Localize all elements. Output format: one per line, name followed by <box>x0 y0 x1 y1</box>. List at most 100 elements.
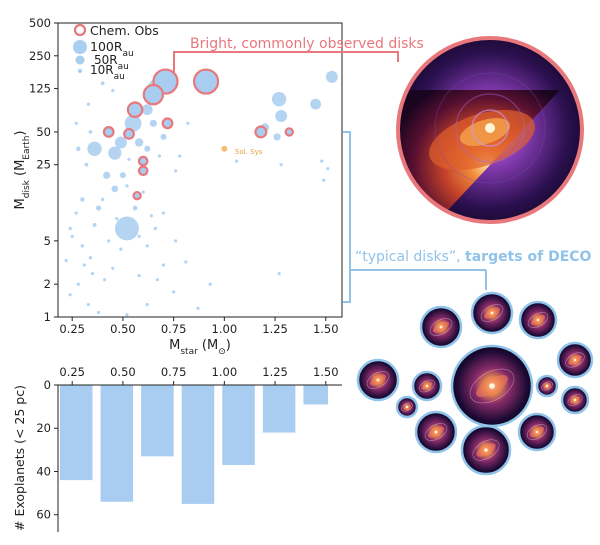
disk-point <box>273 133 281 141</box>
deco-disk-image <box>414 410 458 454</box>
disk-point <box>114 136 127 149</box>
deco-disk-image <box>356 358 400 402</box>
bar <box>222 385 255 465</box>
scatter-x-tick-label: 1.25 <box>262 322 288 336</box>
disk-point <box>115 217 119 221</box>
disk-point <box>132 205 138 211</box>
disk-point <box>64 258 68 263</box>
disk-point <box>114 216 139 241</box>
scatter-y-tick-label: 250 <box>29 49 51 63</box>
bar-y-tick-label: 0 <box>44 378 51 392</box>
disk-point <box>76 146 81 151</box>
disk-point <box>76 282 80 286</box>
disk-point <box>208 282 212 286</box>
deco-disk-image <box>517 412 557 452</box>
disk-point <box>325 70 338 83</box>
scatter-x-tick-label: 1.50 <box>313 322 339 336</box>
scatter-y-tick-label: 125 <box>29 82 51 96</box>
scatter-y-tick-label: 25 <box>36 158 51 172</box>
bar <box>262 385 296 433</box>
bar-y-tick-label: 40 <box>36 464 51 478</box>
disk-point <box>70 234 74 238</box>
disk-point <box>80 197 85 202</box>
bar <box>100 385 134 502</box>
bright-disks-annotation: Bright, commonly observed disks <box>173 36 424 73</box>
deco-disk-image <box>470 291 514 335</box>
bar-y-label: # Exoplanets (< 25 pc) <box>12 385 27 531</box>
chem-obs-point <box>142 83 165 106</box>
disk-point <box>145 244 149 248</box>
bar-x-tick-label: 1.50 <box>313 365 339 379</box>
deco-disk-image <box>411 370 443 402</box>
disk-point <box>196 306 200 310</box>
legend-label-chem-obs: Chem. Obs <box>90 23 159 38</box>
disk-point <box>125 184 129 188</box>
disk-point <box>184 260 188 264</box>
sol-sys-label: Sol. Sys <box>235 148 263 156</box>
disk-point <box>172 290 176 294</box>
disk-point <box>124 114 142 132</box>
disk-point <box>111 185 119 193</box>
disk-point <box>322 178 326 182</box>
disk-point <box>174 169 178 173</box>
deco-disk-image <box>395 395 419 419</box>
disk-point <box>80 244 85 248</box>
sol-sys-point <box>221 145 228 152</box>
scatter-y-tick-label: 500 <box>29 16 51 30</box>
bar-x-tick-label: 1.00 <box>212 365 238 379</box>
chem-obs-point <box>137 155 149 167</box>
bar-y-ticks: 0 20 40 60 <box>36 378 58 522</box>
bar-y-tick-label: 60 <box>36 508 51 522</box>
disk-point <box>111 88 115 93</box>
scatter-x-label: Mstar (M⊙) <box>169 338 231 357</box>
scatter-x-tick-label: 0.25 <box>59 322 85 336</box>
disk-point <box>320 159 324 163</box>
chem-obs-point <box>126 101 144 118</box>
bar-bars <box>60 385 328 504</box>
disk-point <box>137 273 141 278</box>
disk-point <box>84 162 89 167</box>
disk-point <box>277 272 281 276</box>
scatter-x-tick-label: 0.50 <box>110 322 136 336</box>
bar <box>60 385 93 481</box>
disk-point <box>88 256 93 260</box>
bar-x-tick-label: 0.25 <box>59 365 85 379</box>
scatter-y-tick-label: 2 <box>44 277 51 291</box>
disk-point <box>127 157 131 161</box>
disk-point <box>279 163 283 167</box>
disk-point <box>134 138 144 147</box>
disk-point <box>92 223 97 227</box>
typical-bracket <box>343 131 351 303</box>
deco-disk-image <box>556 341 594 379</box>
disk-point <box>160 133 167 140</box>
disk-point <box>141 104 153 116</box>
scatter-points <box>64 68 338 317</box>
deco-disk-image <box>460 424 512 476</box>
disk-point <box>74 121 78 125</box>
chem-obs-point <box>284 127 294 137</box>
disk-point <box>149 214 153 218</box>
chem-obs-point <box>132 190 142 201</box>
chem-obs-point <box>137 165 149 177</box>
disk-point <box>74 211 78 215</box>
disk-point <box>178 154 182 158</box>
scatter-axes-frame <box>57 22 343 318</box>
legend-marker-10rau <box>78 69 82 73</box>
disk-point <box>88 130 93 134</box>
disk-point <box>145 302 149 307</box>
disk-point <box>107 239 111 243</box>
scatter-x-tick-label: 1.00 <box>212 322 238 336</box>
disk-point <box>103 278 107 282</box>
disk-point <box>326 167 330 171</box>
disk-point <box>87 141 102 157</box>
legend-label-50rau: 50Rau <box>94 53 129 72</box>
disk-point <box>95 205 102 211</box>
disk-point <box>310 98 322 110</box>
disk-point <box>271 91 287 107</box>
scatter-x-ticks: 0.25 0.50 0.75 1.00 1.25 1.50 <box>59 317 339 336</box>
disk-point <box>155 278 159 282</box>
disk-point <box>86 102 91 106</box>
disk-point <box>161 263 166 267</box>
scatter-y-label: Mdisk (MEarth) <box>13 131 32 210</box>
disk-point <box>141 190 145 194</box>
